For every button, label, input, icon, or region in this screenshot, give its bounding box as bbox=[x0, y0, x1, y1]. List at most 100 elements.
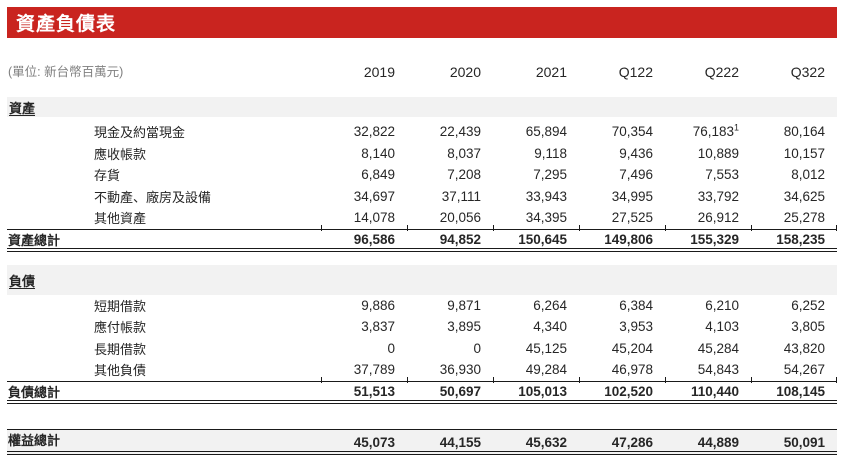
value-cell: 10,889 bbox=[697, 145, 739, 161]
balance-sheet-table: 資產 現金及約當現金 32,822 22,439 65,894 70,354 76,1831… bbox=[7, 97, 837, 455]
table-row: 現金及約當現金 32,822 22,439 65,894 70,354 76,1831 80… bbox=[7, 121, 837, 143]
section-name: 負債 bbox=[9, 273, 36, 289]
table-row: 存貨 6,849 7,208 7,295 7,496 7,553 8,012 bbox=[7, 164, 837, 186]
column-header-2019: 2019 bbox=[363, 64, 395, 80]
table-row: 應付帳款 3,837 3,895 4,340 3,953 4,103 3,805 bbox=[7, 316, 837, 338]
value-cell: 108,145 bbox=[751, 376, 837, 399]
value-cell: 6,252 bbox=[791, 297, 825, 313]
value-cell: 32,822 bbox=[353, 124, 395, 140]
table-row: 長期借款 0 0 45,125 45,204 45,284 43,820 bbox=[7, 338, 837, 360]
equity-total-row: 權益總計 45,073 44,155 45,632 47,286 44,889 50,091 bbox=[7, 428, 837, 455]
value-cell: 37,111 bbox=[441, 188, 481, 204]
row-label: 現金及約當現金 bbox=[94, 125, 186, 141]
value-cell: 7,208 bbox=[447, 167, 481, 183]
section-header-assets: 資產 bbox=[7, 97, 837, 117]
value-cell: 0 bbox=[387, 340, 395, 356]
value-cell: 27,525 bbox=[611, 210, 653, 226]
value-cell: 149,806 bbox=[579, 224, 665, 247]
value-cell: 3,953 bbox=[619, 319, 653, 335]
value-cell: 7,553 bbox=[705, 167, 739, 183]
footnote-marker: 1 bbox=[733, 122, 739, 133]
value-cell: 96,586 bbox=[321, 224, 407, 247]
table-row: 短期借款 9,886 9,871 6,264 6,384 6,210 6,252 bbox=[7, 295, 837, 317]
value-cell: 34,625 bbox=[783, 188, 825, 204]
row-label: 長期借款 bbox=[94, 341, 147, 357]
value-cell: 25,278 bbox=[783, 210, 825, 226]
value-cell: 34,995 bbox=[611, 188, 653, 204]
value-cell: 7,496 bbox=[619, 167, 653, 183]
value-cell: 34,395 bbox=[525, 210, 567, 226]
value-cell: 20,056 bbox=[439, 210, 481, 226]
value-cell: 45,632 bbox=[525, 434, 567, 450]
value-cell: 105,013 bbox=[493, 376, 579, 399]
value-cell: 6,849 bbox=[361, 167, 395, 183]
value-cell: 3,805 bbox=[791, 319, 825, 335]
table-row: 應收帳款 8,140 8,037 9,118 9,436 10,889 10,157 bbox=[7, 143, 837, 165]
value-cell: 0 bbox=[473, 340, 481, 356]
row-label: 存貨 bbox=[94, 168, 121, 184]
page-title: 資產負債表 bbox=[16, 14, 117, 35]
row-label: 應收帳款 bbox=[94, 146, 147, 162]
value-cell: 26,912 bbox=[697, 210, 739, 226]
value-cell: 44,155 bbox=[439, 434, 481, 450]
value-cell: 65,894 bbox=[525, 124, 567, 140]
value-cell: 10,157 bbox=[783, 145, 825, 161]
value-cell: 155,329 bbox=[665, 224, 751, 247]
value-cell: 45,125 bbox=[525, 340, 567, 356]
row-label: 其他資產 bbox=[94, 211, 147, 227]
value-cell: 54,843 bbox=[697, 362, 739, 378]
table-row: 不動產、廠房及設備 34,697 37,111 33,943 34,995 33,792 3… bbox=[7, 186, 837, 208]
value-cell: 49,284 bbox=[525, 362, 567, 378]
value-cell: 46,978 bbox=[611, 362, 653, 378]
title-bar: 資產負債表 bbox=[7, 7, 837, 38]
value-cell: 47,286 bbox=[611, 434, 653, 450]
value-cell: 54,267 bbox=[783, 362, 825, 378]
row-label: 不動產、廠房及設備 bbox=[94, 189, 212, 205]
row-label: 短期借款 bbox=[94, 298, 147, 314]
value-cell: 6,210 bbox=[705, 297, 739, 313]
value-cell: 80,164 bbox=[783, 124, 825, 140]
value-cell: 7,295 bbox=[533, 167, 567, 183]
column-header-Q222: Q222 bbox=[704, 64, 739, 80]
value-cell: 6,384 bbox=[619, 297, 653, 313]
column-header-2020: 2020 bbox=[449, 64, 481, 80]
value-cell: 3,895 bbox=[447, 319, 481, 335]
value-cell: 158,235 bbox=[751, 224, 837, 247]
value-cell: 36,930 bbox=[439, 362, 481, 378]
column-header-2021: 2021 bbox=[535, 64, 567, 80]
value-cell: 51,513 bbox=[321, 376, 407, 399]
row-label: 資產總計 bbox=[8, 232, 61, 248]
value-cell: 4,103 bbox=[705, 319, 739, 335]
value-cell: 22,439 bbox=[439, 124, 481, 140]
value-cell: 9,886 bbox=[361, 297, 395, 313]
value-cell: 9,436 bbox=[619, 145, 653, 161]
value-cell: 34,697 bbox=[353, 188, 395, 204]
section-name: 資產 bbox=[9, 100, 36, 116]
table-row: 其他資產 14,078 20,056 34,395 27,525 26,912 25,278 bbox=[7, 207, 837, 229]
value-cell: 50,697 bbox=[407, 376, 493, 399]
value-cell: 110,440 bbox=[665, 376, 751, 399]
value-cell: 37,789 bbox=[353, 362, 395, 378]
value-cell: 70,354 bbox=[611, 124, 653, 140]
row-label: 權益總計 bbox=[8, 432, 61, 448]
value-cell: 14,078 bbox=[353, 210, 395, 226]
value-cell: 3,837 bbox=[361, 319, 395, 335]
value-cell: 94,852 bbox=[407, 224, 493, 247]
row-label: 其他負債 bbox=[94, 363, 147, 379]
value-cell: 33,792 bbox=[697, 188, 739, 204]
column-header-Q122: Q122 bbox=[618, 64, 653, 80]
table-row: 其他負債 37,789 36,930 49,284 46,978 54,843 54,267 bbox=[7, 359, 837, 381]
row-label: 應付帳款 bbox=[94, 320, 147, 336]
balance-sheet-page: 資產負債表 (單位: 新台幣百萬元) 2019 2020 2021 Q122 Q222 Q… bbox=[7, 7, 837, 455]
value-cell: 33,943 bbox=[525, 188, 567, 204]
value-cell: 45,284 bbox=[697, 340, 739, 356]
value-cell: 45,204 bbox=[611, 340, 653, 356]
value-cell: 6,264 bbox=[533, 297, 567, 313]
section-header-liabilities: 負債 bbox=[7, 264, 837, 295]
total-row-liabilities: 負債總計 51,513 50,697 105,013 102,520 110,440 108… bbox=[7, 376, 837, 404]
unit-label: (單位: 新台幣百萬元) bbox=[8, 65, 124, 79]
value-cell: 8,140 bbox=[361, 145, 395, 161]
value-cell: 45,073 bbox=[353, 434, 395, 450]
value-cell: 8,037 bbox=[447, 145, 481, 161]
value-cell: 9,118 bbox=[534, 145, 567, 161]
